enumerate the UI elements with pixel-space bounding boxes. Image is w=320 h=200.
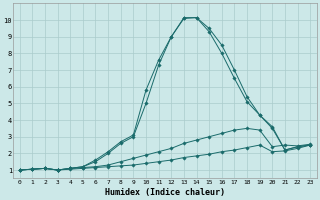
X-axis label: Humidex (Indice chaleur): Humidex (Indice chaleur) — [105, 188, 225, 197]
